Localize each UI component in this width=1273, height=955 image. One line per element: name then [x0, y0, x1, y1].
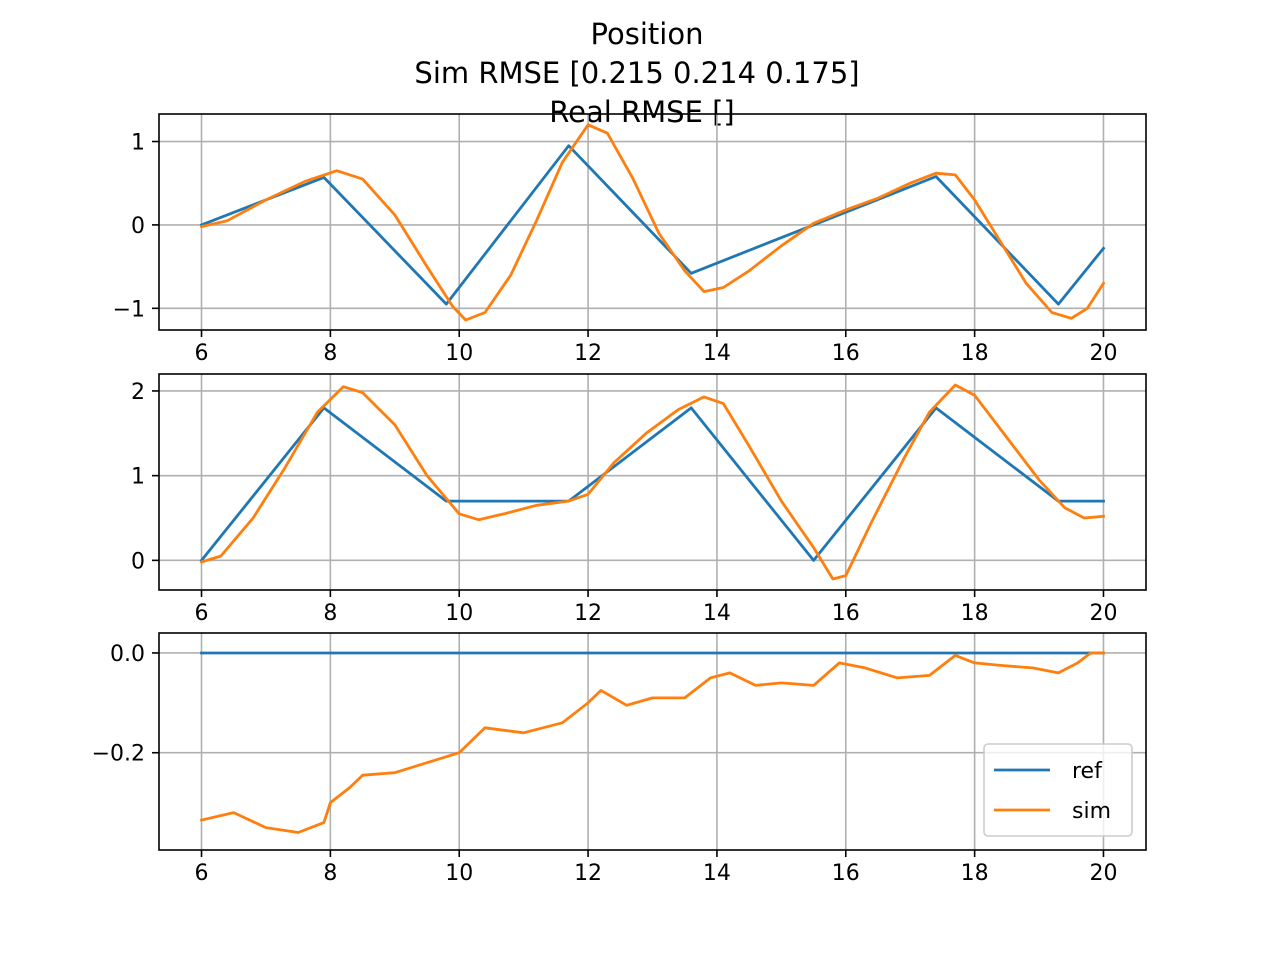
legend-label-sim: sim — [1072, 799, 1111, 824]
x-tick-label: 18 — [961, 861, 989, 886]
subplot-1: 6 8 10 12 14 16 18 20 −1 0 1 — [113, 113, 1147, 366]
legend-box — [983, 743, 1133, 837]
y-tick-label: 1 — [131, 131, 145, 156]
y-tick-label: 0.0 — [110, 642, 145, 667]
x-tick-label: 14 — [703, 601, 731, 626]
x-tick-label: 12 — [574, 341, 602, 366]
x-tick-label: 8 — [323, 601, 337, 626]
legend-label-ref: ref — [1072, 759, 1103, 784]
series-line-sim — [199, 651, 1105, 834]
y-tick-label: 0 — [131, 549, 145, 574]
legend: ref sim — [983, 743, 1133, 837]
subplot-3: 6 8 10 12 14 16 18 20 0.0 −0.2 ref sim — [92, 632, 1147, 886]
y-tick-label: 0 — [131, 214, 145, 239]
x-tick-label: 20 — [1089, 601, 1117, 626]
x-tick-label: 8 — [323, 341, 337, 366]
y-tick-label: 2 — [131, 380, 145, 405]
x-tick-label: 16 — [832, 341, 860, 366]
x-tick-label: 10 — [445, 601, 473, 626]
series-line-ref — [199, 144, 1106, 306]
x-tick-label: 6 — [195, 601, 209, 626]
x-tick-label: 20 — [1089, 341, 1117, 366]
axes-frame — [158, 113, 1147, 331]
x-tick-label: 18 — [961, 601, 989, 626]
x-tick-label: 6 — [195, 861, 209, 886]
x-tick-label: 6 — [195, 341, 209, 366]
x-tick-label: 14 — [703, 861, 731, 886]
series-line-ref — [199, 406, 1105, 563]
x-tick-label: 10 — [445, 861, 473, 886]
title-line-2: Sim RMSE [0.215 0.214 0.175] — [414, 56, 859, 90]
title-line-1: Position — [591, 17, 704, 51]
x-tick-label: 16 — [832, 861, 860, 886]
series-line-sim — [199, 123, 1106, 322]
series-line-sim — [199, 383, 1106, 581]
x-tick-label: 10 — [445, 341, 473, 366]
y-tick-label: 1 — [131, 465, 145, 490]
x-tick-label: 12 — [574, 861, 602, 886]
y-tick-label: −1 — [113, 297, 145, 322]
x-tick-label: 12 — [574, 601, 602, 626]
x-tick-label: 14 — [703, 341, 731, 366]
x-tick-label: 16 — [832, 601, 860, 626]
axes-frame — [158, 373, 1147, 591]
title-line-3: Real RMSE [] — [549, 95, 734, 129]
x-tick-label: 20 — [1089, 861, 1117, 886]
x-tick-label: 8 — [323, 861, 337, 886]
y-tick-label: −0.2 — [92, 742, 145, 767]
axes-frame — [158, 632, 1147, 851]
x-tick-label: 18 — [961, 341, 989, 366]
